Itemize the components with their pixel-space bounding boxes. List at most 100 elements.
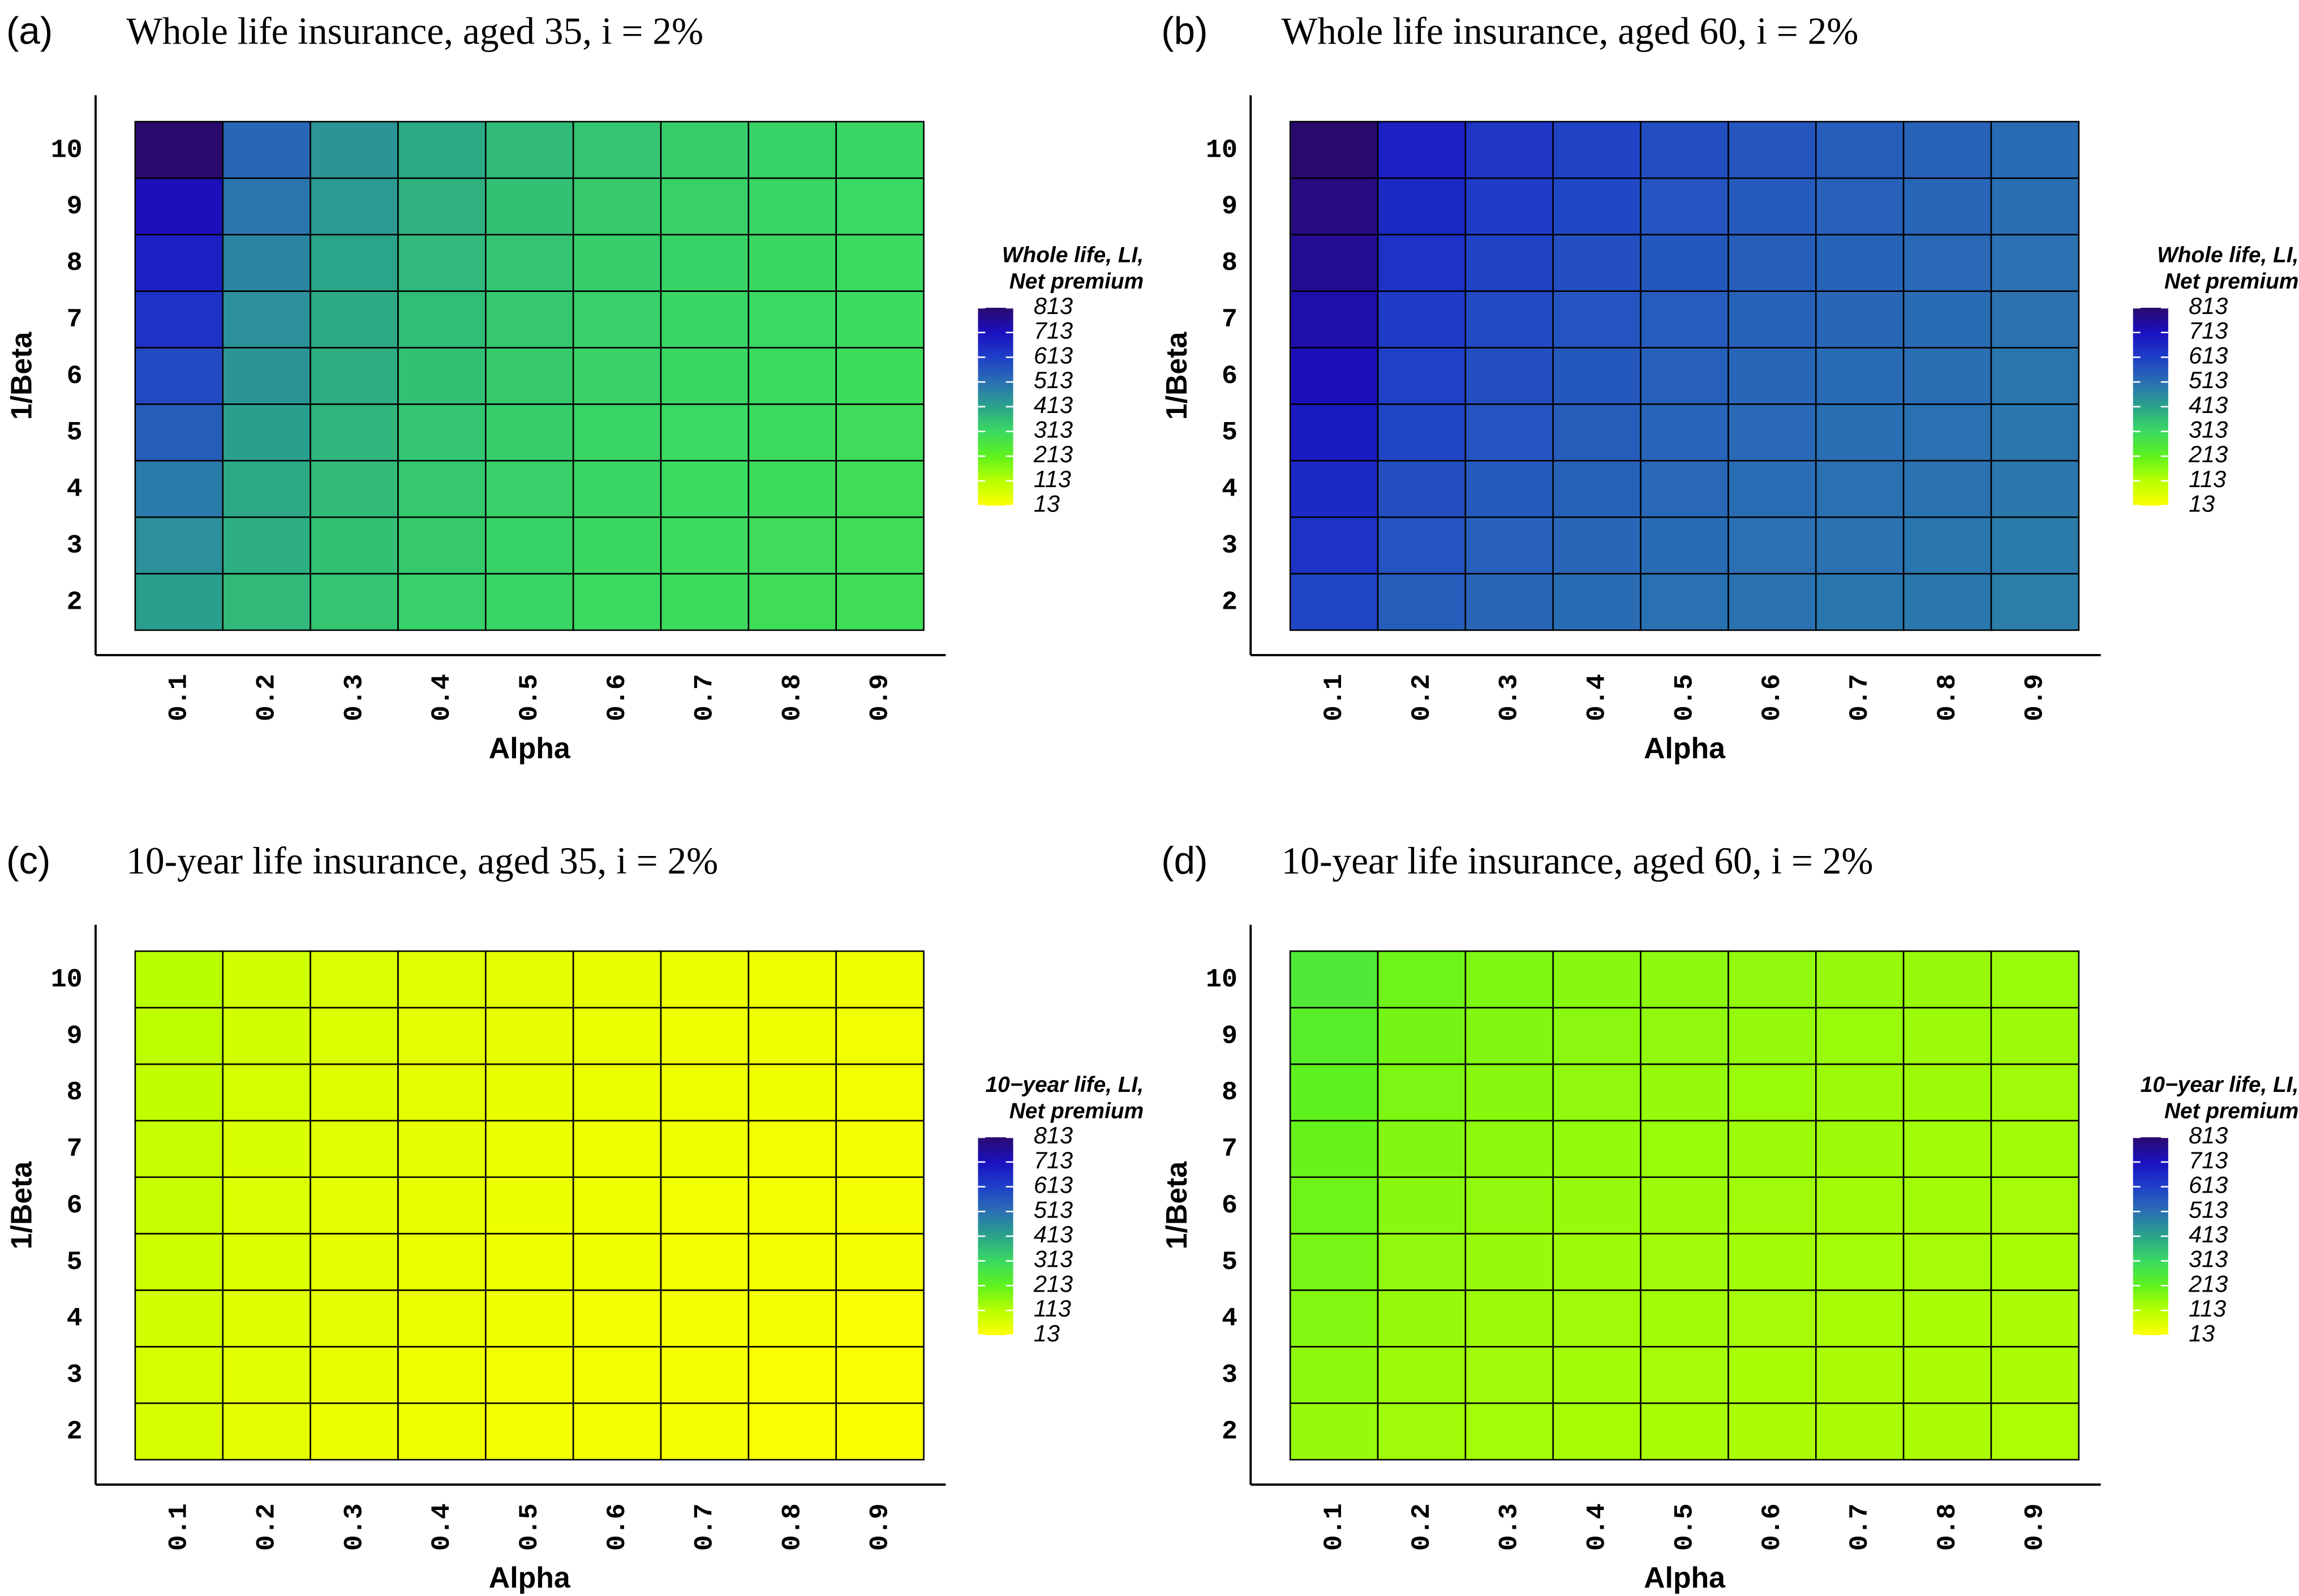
heat-cell [1990, 573, 2080, 631]
heat-cell [1464, 1120, 1554, 1178]
y-tick-label: 6 [1222, 361, 1237, 391]
heat-cell [310, 1402, 399, 1461]
panel: (d) 10-year life insurance, aged 60, i = … [1160, 840, 2298, 1594]
x-tick-label: 0.7 [1845, 1503, 1875, 1551]
panel: (b) Whole life insurance, aged 60, i = 2%… [1160, 10, 2298, 764]
heat-cell [1728, 1006, 1817, 1065]
heat-cell [310, 1346, 399, 1404]
heat-cell [572, 573, 662, 631]
heat-cell [1990, 234, 2080, 292]
heat-cell [1815, 347, 1905, 405]
heat-cell [134, 516, 224, 575]
colorbar-tick-label: 713 [1034, 1147, 1073, 1173]
heat-cell [310, 459, 399, 518]
heat-cell [1289, 234, 1379, 292]
heat-cell [1990, 290, 2080, 349]
y-tick-label: 2 [67, 1416, 83, 1446]
heat-cell [1377, 516, 1467, 575]
heat-cell [572, 1402, 662, 1461]
colorbar-title: Net premium [2164, 1099, 2298, 1123]
heat-cell [1815, 1402, 1905, 1461]
colorbar-tick-label: 613 [2189, 1172, 2228, 1198]
x-tick-label: 0.9 [2020, 1503, 2050, 1551]
x-tick-label: 0.5 [514, 1503, 544, 1551]
heat-cell [747, 1346, 837, 1404]
heat-cell [310, 1120, 399, 1178]
heat-cell [1552, 121, 1641, 179]
colorbar-tick-label: 413 [1034, 392, 1073, 418]
heat-cell [1728, 1233, 1817, 1291]
colorbar-tick-label: 413 [2189, 392, 2228, 418]
heat-cell [835, 573, 925, 631]
heat-cell [1815, 1120, 1905, 1178]
heat-cell [660, 1346, 750, 1404]
heat-cell [310, 516, 399, 575]
heat-cell [747, 234, 837, 292]
heat-cell [835, 1346, 925, 1404]
panel-label: (c) [6, 840, 51, 882]
heat-cell [1815, 1063, 1905, 1122]
heat-cell [1464, 950, 1554, 1009]
y-tick-label: 10 [51, 135, 83, 165]
heat-cell [1377, 573, 1467, 631]
heat-cell [747, 177, 837, 236]
heat-cell [747, 1289, 837, 1348]
heat-cell [835, 1233, 925, 1291]
heat-cell [1377, 1233, 1467, 1291]
heat-cell [1377, 1402, 1467, 1461]
heat-cell [660, 403, 750, 462]
heat-cell [1728, 1289, 1817, 1348]
heat-cell [1377, 1120, 1467, 1178]
x-tick-label: 0.3 [339, 1503, 369, 1551]
heat-cell [1464, 347, 1554, 405]
heat-cell [660, 516, 750, 575]
heat-cell [1728, 1402, 1817, 1461]
heat-cell [1289, 459, 1379, 518]
heat-cell [310, 1289, 399, 1348]
x-tick-label: 0.6 [1757, 674, 1787, 721]
x-tick-label: 0.4 [427, 1503, 457, 1551]
x-tick-label: 0.4 [1582, 674, 1612, 721]
heat-cell [1902, 573, 1992, 631]
x-tick-label: 0.2 [1407, 674, 1437, 721]
y-tick-label: 8 [1222, 248, 1237, 278]
heat-cell [835, 347, 925, 405]
colorbar-tick-label: 713 [2189, 317, 2228, 344]
heat-cell [572, 1233, 662, 1291]
heat-cell [397, 516, 487, 575]
heat-cell [747, 573, 837, 631]
heat-cell [397, 403, 487, 462]
colorbar-tick-label: 513 [1034, 367, 1073, 393]
y-tick-label: 3 [67, 1360, 83, 1390]
heat-cell [1640, 1176, 1729, 1234]
heat-cell [222, 459, 311, 518]
heat-cell [572, 1006, 662, 1065]
heat-cell [1990, 177, 2080, 236]
heat-cell [1377, 290, 1467, 349]
heat-cell [485, 1233, 574, 1291]
heat-cell [1289, 1233, 1379, 1291]
colorbar-title: Net premium [1009, 269, 1144, 294]
heat-cell [310, 1063, 399, 1122]
heat-cell [1552, 1233, 1641, 1291]
heat-cell [572, 1063, 662, 1122]
heat-cell [1990, 950, 2080, 1009]
colorbar-tick-label: 413 [1034, 1221, 1073, 1247]
heat-cell [1815, 950, 1905, 1009]
heat-cell [1902, 234, 1992, 292]
heat-cell [1464, 234, 1554, 292]
y-tick-label: 8 [1222, 1077, 1237, 1107]
x-tick-label: 0.3 [339, 674, 369, 721]
heat-cell [660, 459, 750, 518]
heat-cell [1289, 1289, 1379, 1348]
heat-cell [660, 1006, 750, 1065]
heat-cell [747, 1006, 837, 1065]
heat-cell [1902, 1233, 1992, 1291]
heat-cell [1902, 403, 1992, 462]
colorbar-tick-label: 13 [2189, 491, 2215, 517]
heat-cell [485, 573, 574, 631]
heat-cell [835, 177, 925, 236]
heat-cell [1902, 1006, 1992, 1065]
heat-cell [1728, 459, 1817, 518]
colorbar-tick-label: 313 [1034, 416, 1073, 443]
